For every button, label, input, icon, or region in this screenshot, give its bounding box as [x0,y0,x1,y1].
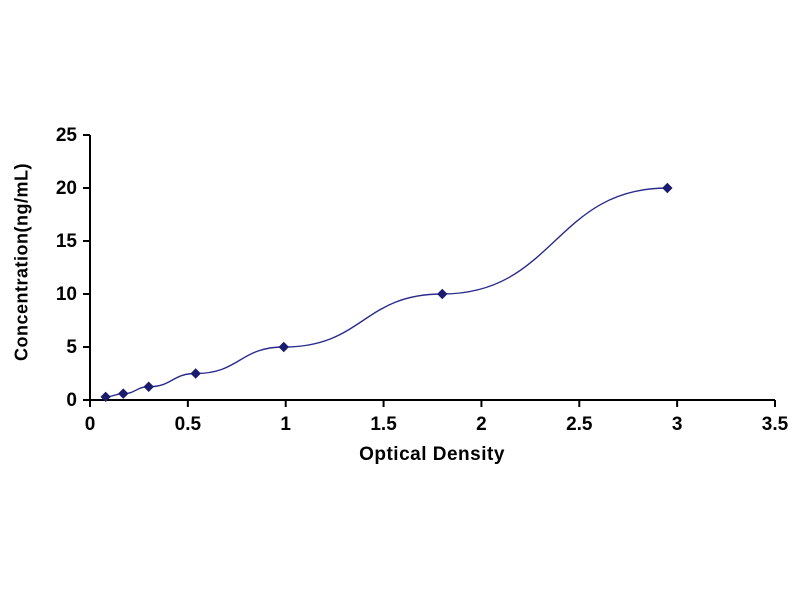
data-point-marker [278,341,289,353]
x-tick-label: 0 [85,414,96,435]
data-point-marker [143,381,154,392]
data-point-marker [118,388,129,399]
x-tick-label: 3.5 [762,414,789,435]
x-tick-label: 1.5 [370,414,397,435]
x-axis-label: Optical Density [359,444,505,465]
data-point-marker [662,182,673,194]
data-point-marker [437,288,448,300]
x-tick-label: 2 [476,414,487,435]
curve-line [105,187,668,398]
y-axis-label: Concentration(ng/mL) [11,163,32,361]
x-tick-label: 2.5 [566,414,593,435]
data-point-marker [190,368,201,379]
y-tick-label: 20 [56,178,77,199]
data-point-marker [100,391,111,403]
x-tick-label: 1 [280,414,291,435]
x-tick-label: 3 [672,414,683,435]
y-tick-label: 10 [56,284,77,305]
x-tick-label: 0.5 [175,414,202,435]
y-tick-label: 0 [66,390,77,411]
y-tick-label: 25 [56,125,78,146]
y-tick-label: 15 [56,231,78,252]
y-tick-label: 5 [66,337,77,358]
